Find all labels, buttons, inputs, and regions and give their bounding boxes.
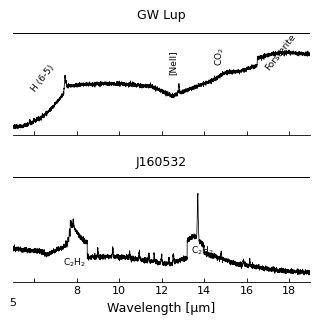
Text: Forsterite: Forsterite (264, 32, 298, 72)
Text: 5: 5 (9, 298, 16, 308)
Title: J160532: J160532 (136, 156, 187, 169)
Text: CO$_2$: CO$_2$ (213, 47, 226, 66)
Text: H (6-5): H (6-5) (29, 63, 56, 93)
Text: [NeII]: [NeII] (169, 51, 178, 75)
Text: C$_2$H$_2$: C$_2$H$_2$ (190, 244, 213, 257)
Text: C$_2$H$_2$: C$_2$H$_2$ (63, 256, 86, 268)
X-axis label: Wavelength [μm]: Wavelength [μm] (108, 302, 216, 315)
Title: GW Lup: GW Lup (137, 9, 186, 22)
